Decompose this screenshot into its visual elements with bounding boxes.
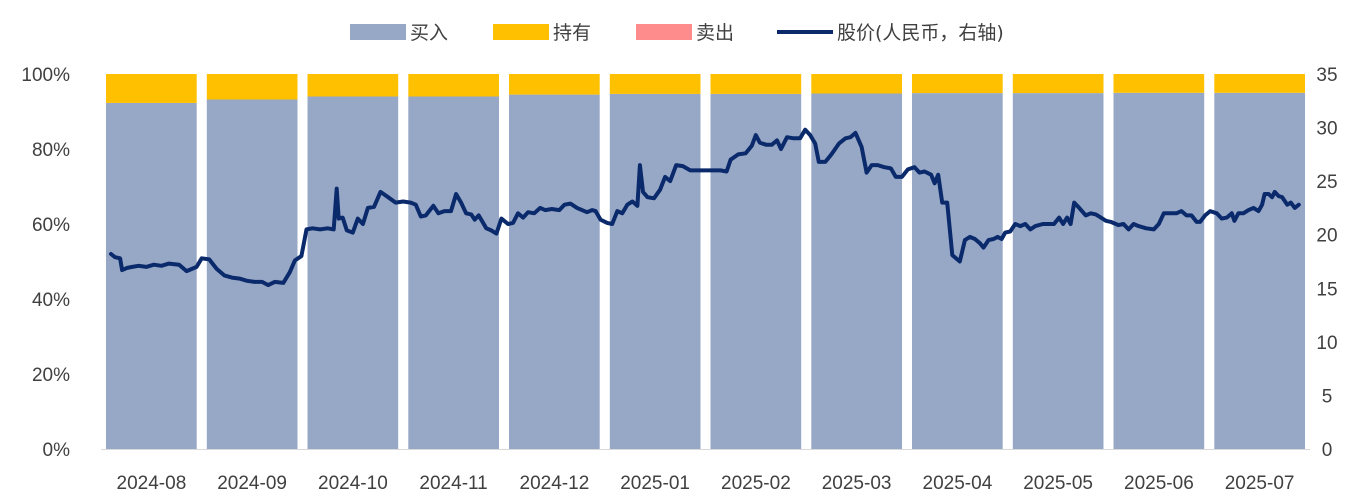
bar-2024-10-series-1 [307, 74, 399, 97]
legend-swatch-0 [350, 24, 406, 40]
bar-2025-02-series-1 [710, 74, 802, 94]
right-tick-label: 0 [1322, 440, 1333, 461]
bar-2025-07-series-1 [1214, 74, 1305, 93]
x-tick-label: 2024-09 [217, 473, 287, 494]
bar-2024-10-series-0 [307, 96, 399, 449]
x-axis: 2024-08 2024-09 2024-10 2024-11 2024-12 2025-… [101, 449, 1310, 494]
left-tick-label: 80% [32, 140, 70, 161]
bar-2024-11-series-0 [408, 96, 499, 449]
bars [106, 74, 1305, 450]
bar-2024-12-series-0 [509, 94, 600, 449]
x-tick-label: 2025-07 [1225, 473, 1295, 494]
x-tick-label: 2024-10 [318, 473, 388, 494]
x-tick-label: 2025-01 [620, 473, 690, 494]
x-tick-label: 2024-08 [117, 473, 187, 494]
bar-2025-05-series-1 [1012, 74, 1104, 94]
bar-2025-02-series-0 [710, 93, 802, 450]
bar-2024-08-series-1 [106, 74, 197, 103]
bar-2025-06-series-0 [1113, 92, 1205, 450]
x-tick-label: 2025-03 [822, 473, 892, 494]
legend-label-1: 持有 [553, 22, 591, 44]
x-tick-label: 2025-05 [1023, 473, 1093, 494]
right-tick-label: 25 [1316, 172, 1337, 193]
price-line [109, 127, 1301, 288]
x-tick-label: 2024-12 [520, 473, 590, 494]
left-tick-label: 60% [32, 215, 70, 236]
bar-2024-09-series-1 [206, 74, 298, 100]
price-series-line [109, 127, 1301, 288]
legend-swatch-1 [493, 24, 549, 40]
left-tick-label: 0% [43, 440, 71, 461]
bar-2025-01-series-1 [609, 74, 701, 94]
bar-2024-12-series-1 [509, 74, 600, 95]
bar-2025-03-series-0 [811, 93, 902, 449]
left-tick-label: 40% [32, 290, 70, 311]
bar-2025-06-series-1 [1113, 74, 1205, 93]
right-tick-label: 15 [1316, 279, 1337, 300]
x-tick-label: 2025-06 [1124, 473, 1194, 494]
bar-2025-07-series-0 [1214, 92, 1305, 450]
legend-label-0: 买入 [410, 22, 448, 44]
bar-2025-01-series-0 [609, 93, 701, 450]
right-tick-label: 30 [1316, 119, 1337, 140]
legend: 买入 持有 卖出 股价(人民币，右轴) [350, 22, 1004, 44]
right-tick-label: 35 [1316, 65, 1337, 86]
left-tick-label: 20% [32, 365, 70, 386]
x-tick-label: 2025-04 [923, 473, 993, 494]
legend-label-3: 股价(人民币，右轴) [837, 22, 1004, 44]
bar-2024-08-series-0 [106, 102, 197, 450]
left-tick-label: 100% [21, 65, 70, 86]
right-tick-label: 20 [1316, 226, 1337, 247]
x-tick-label: 2024-11 [419, 473, 487, 494]
legend-label-2: 卖出 [696, 22, 734, 44]
bar-2025-05-series-0 [1012, 93, 1104, 449]
right-tick-label: 10 [1316, 333, 1337, 354]
right-axis: 0 5 10 15 20 25 30 35 [1316, 65, 1337, 461]
bar-2025-03-series-1 [811, 74, 902, 94]
bar-2025-04-series-0 [912, 93, 1003, 449]
bar-2025-04-series-1 [912, 74, 1003, 94]
bar-2024-11-series-1 [408, 74, 499, 97]
left-axis: 0% 20% 40% 60% 80% 100% [21, 65, 70, 461]
right-tick-label: 5 [1322, 386, 1333, 407]
x-tick-label: 2025-02 [721, 473, 791, 494]
legend-swatch-2 [636, 24, 692, 40]
